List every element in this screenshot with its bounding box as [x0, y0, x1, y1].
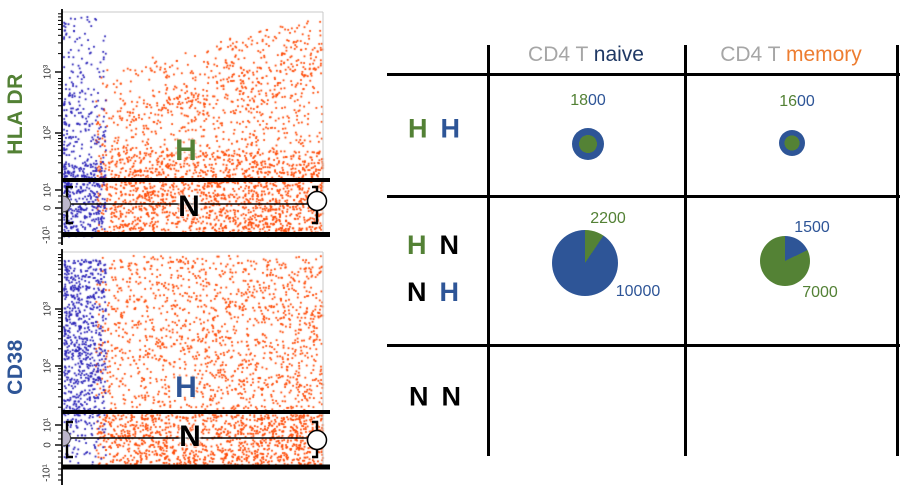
value-hn-memory-green: 7000: [802, 284, 838, 301]
y-tick-label: 10¹: [42, 417, 54, 433]
table-grid-line: [387, 195, 900, 198]
y-tick-label: 10¹: [42, 182, 54, 198]
value-part: 18: [570, 92, 588, 109]
column-header-memory: CD4 T memory: [720, 43, 862, 67]
row-letter: H: [440, 113, 461, 144]
pie-hh-memory: [779, 130, 805, 156]
gate-label-h: H: [175, 134, 197, 167]
value-hh-memory: 1600: [779, 93, 815, 111]
scatter-dots-hla-dr: [0, 0, 340, 247]
scatter-dots-cd38: [0, 247, 340, 487]
y-axis-label-hla-dr: HLA DR: [4, 73, 27, 155]
gate-label-h: H: [175, 371, 197, 404]
row-letter: N: [441, 381, 462, 412]
y-axis-label-cd38: CD38: [4, 339, 27, 395]
column-header-naive: CD4 T naive: [528, 43, 644, 67]
y-tick-label: 10²: [42, 125, 54, 141]
pie-hn-memory: [760, 236, 810, 286]
header-word: memory: [785, 43, 862, 66]
value-part: 00: [588, 92, 606, 109]
row-letter: N: [407, 277, 427, 307]
value-hn-naive-blue: 10000: [615, 283, 661, 300]
row-letter: N: [409, 381, 429, 412]
table-grid-line: [487, 45, 490, 456]
header-prefix: CD4 T: [528, 43, 594, 66]
y-tick-label: 10³: [42, 301, 54, 317]
row-letter: N: [439, 230, 460, 260]
value-hn-naive-green: 2200: [590, 210, 626, 227]
value-hn-memory-blue: 1500: [794, 219, 830, 236]
header-prefix: CD4 T: [720, 43, 786, 66]
y-tick-label: 0: [42, 205, 54, 211]
table-grid-line: [387, 344, 900, 347]
axis-and-gates-cd38: [55, 249, 330, 485]
value-part: 16: [779, 93, 797, 110]
gate-label-n: N: [178, 190, 200, 223]
y-tick-label: 10³: [42, 64, 54, 80]
row-letter: H: [439, 277, 460, 307]
y-tick-label: -10¹: [41, 226, 53, 244]
table-grid-line: [896, 45, 899, 456]
y-tick-label: -10¹: [41, 464, 53, 482]
gate-label-n: N: [179, 420, 201, 453]
row-letter: H: [408, 113, 428, 144]
row-letter: H: [407, 230, 427, 260]
header-word: naive: [593, 43, 644, 66]
axis-and-gates-hla-dr: [55, 9, 330, 245]
value-part: 00: [797, 93, 815, 110]
flow-plot-cd38: CD38 10³ 10² 10¹ 0 -10¹ H N: [0, 247, 340, 487]
value-hh-naive: 1800: [570, 92, 606, 110]
y-tick-label: 0: [42, 442, 54, 448]
flow-plot-hla-dr: HLA DR 10³ 10² 10¹ 0 -10¹ H N: [0, 0, 340, 247]
y-tick-label: 10²: [42, 358, 54, 374]
pie-hh-naive: [572, 128, 604, 160]
pie-hn-naive: [552, 230, 618, 296]
table-grid-line: [684, 45, 687, 456]
table-grid-line: [387, 73, 900, 76]
